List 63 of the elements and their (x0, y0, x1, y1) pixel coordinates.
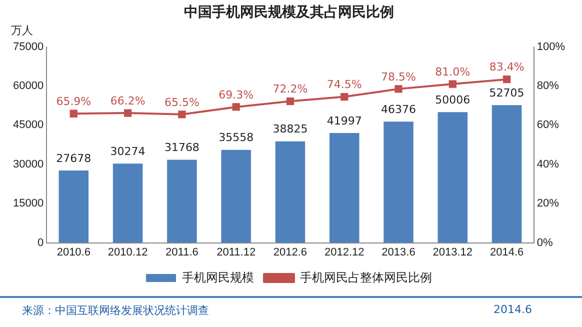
data-label: 74.5% (326, 78, 362, 92)
data-label: 72.2% (272, 82, 308, 96)
data-label: 52705 (489, 86, 524, 100)
y2-tick-label: 40% (536, 158, 560, 170)
source-note: 来源：中国互联网络发展状况统计调查 (22, 303, 209, 318)
point (232, 103, 240, 111)
x-tick-label: 2014.6 (490, 246, 524, 258)
chart-title: 中国手机网民规模及其占网民比例 (184, 3, 394, 20)
y-tick-label: 60000 (12, 80, 44, 92)
bar (329, 133, 360, 243)
point (394, 85, 402, 93)
y-tick-label: 30000 (12, 158, 44, 170)
x-tick-label: 2010.6 (56, 246, 90, 258)
x-tick-label: 2013.12 (432, 246, 473, 258)
data-label: 38825 (272, 122, 308, 136)
x-tick-label: 2012.6 (273, 246, 308, 258)
legend-label: 手机网民规模 (182, 270, 254, 284)
y2-tick-label: 100% (536, 40, 566, 53)
x-tick-label: 2013.6 (382, 246, 416, 258)
point (502, 76, 511, 84)
data-label: 65.5% (164, 96, 200, 109)
x-tick-label: 2011.6 (166, 246, 198, 258)
x-tick-label: 2012.12 (324, 246, 364, 258)
data-label: 46376 (381, 102, 416, 116)
point (124, 109, 132, 117)
bar (438, 112, 468, 243)
data-label: 65.9% (56, 94, 92, 108)
data-label: 81.0% (435, 65, 470, 78)
x-tick-label: 2010.12 (108, 246, 148, 258)
bar (384, 122, 414, 243)
data-label: 31768 (164, 141, 200, 154)
data-label: 69.3% (218, 88, 254, 102)
y-tick-label: 75000 (12, 40, 44, 53)
x-tick-label: 2011.12 (216, 246, 256, 258)
data-label: 41997 (326, 114, 362, 128)
y2-tick-label: 80% (536, 80, 560, 92)
data-label: 78.5% (381, 70, 416, 84)
data-label: 66.2% (110, 94, 146, 108)
data-label: 27678 (56, 152, 92, 165)
y-axis-title: 万人 (11, 24, 33, 38)
bar (275, 141, 306, 243)
y2-tick-label: 20% (536, 198, 560, 210)
data-label: 35558 (218, 131, 254, 144)
text: 2014.6 (494, 303, 532, 316)
bar (492, 105, 522, 243)
y-tick-label: 45000 (12, 119, 44, 132)
point (286, 97, 294, 106)
legend-label: 手机网民占整体网民比例 (300, 270, 432, 284)
bar (167, 160, 197, 243)
data-label: 30274 (110, 145, 146, 158)
data-label: 83.4% (489, 60, 524, 74)
data-label: 50006 (435, 93, 470, 106)
point (70, 110, 78, 118)
point (340, 92, 348, 101)
bar (221, 150, 251, 243)
y-tick-label: 0 (37, 236, 44, 249)
y-tick-label: 15000 (12, 198, 44, 210)
bar (58, 170, 89, 243)
point (178, 110, 186, 118)
y2-tick-label: 0% (536, 236, 553, 249)
y2-tick-label: 60% (536, 119, 560, 132)
point (448, 80, 456, 88)
bar (112, 164, 143, 243)
